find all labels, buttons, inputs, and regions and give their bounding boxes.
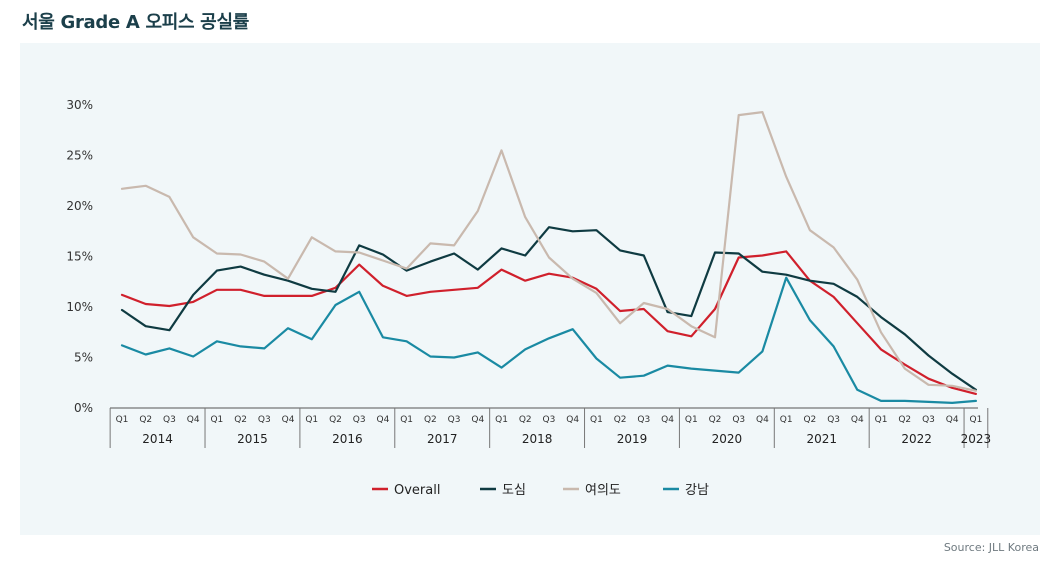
x-quarter-label: Q4: [566, 415, 579, 425]
x-quarter-label: Q3: [543, 415, 556, 425]
y-tick-label: 15%: [66, 250, 93, 264]
y-tick-label: 30%: [66, 98, 93, 112]
x-quarter-label: Q4: [851, 415, 864, 425]
legend-label: 도심: [502, 483, 526, 498]
y-tick-label: 10%: [66, 300, 93, 314]
x-quarter-label: Q4: [756, 415, 769, 425]
series-line-2: [120, 226, 978, 391]
series-line-4: [120, 276, 978, 404]
x-quarter-label: Q1: [116, 415, 129, 425]
x-quarter-label: Q3: [827, 415, 840, 425]
series-line-3: [120, 110, 978, 392]
x-quarter-label: Q4: [377, 415, 390, 425]
x-quarter-label: Q1: [495, 415, 508, 425]
x-quarter-label: Q4: [471, 415, 484, 425]
x-year-label: 2020: [712, 432, 743, 446]
x-quarter-label: Q3: [732, 415, 745, 425]
x-quarter-label: Q2: [803, 415, 816, 425]
x-year-label: 2023: [961, 432, 992, 446]
x-quarter-label: Q3: [448, 415, 461, 425]
legend-label: Overall: [394, 483, 440, 498]
x-quarter-label: Q3: [163, 415, 176, 425]
legend-label: 강남: [685, 483, 709, 498]
x-quarter-label: Q2: [898, 415, 911, 425]
legend-label: 여의도: [585, 483, 621, 498]
x-year-label: 2015: [237, 432, 268, 446]
x-year-label: 2021: [806, 432, 837, 446]
y-tick-label: 5%: [74, 351, 93, 365]
x-quarter-label: Q2: [234, 415, 247, 425]
x-quarter-label: Q2: [424, 415, 437, 425]
x-year-label: 2019: [617, 432, 648, 446]
x-quarter-label: Q4: [946, 415, 959, 425]
x-quarter-label: Q2: [139, 415, 152, 425]
x-quarter-label: Q3: [258, 415, 271, 425]
source-note: Source: JLL Korea: [943, 541, 1039, 554]
line-chart: 0% 5% 10% 15% 20% 25% 30% Q1 Q2 Q3 Q4 Q1 Q2 Q3 Q4 Q1 Q2 Q…: [66, 98, 992, 498]
x-year-label: 2017: [427, 432, 458, 446]
x-quarter-label: Q3: [353, 415, 366, 425]
x-quarter-label: Q4: [187, 415, 200, 425]
chart-panel: [20, 43, 1040, 535]
x-quarter-label: Q4: [661, 415, 674, 425]
y-tick-label: 20%: [66, 199, 93, 213]
x-quarter-label: Q1: [210, 415, 223, 425]
x-year-label: 2016: [332, 432, 363, 446]
x-year-label: 2018: [522, 432, 553, 446]
x-quarter-label: Q1: [875, 415, 888, 425]
series-line-1: [120, 250, 978, 395]
x-quarter-label: Q2: [614, 415, 627, 425]
x-quarter-label: Q4: [282, 415, 295, 425]
x-quarter-label: Q3: [922, 415, 935, 425]
chart-title: 서울 Grade A 오피스 공실률: [22, 12, 249, 33]
y-tick-label: 25%: [66, 149, 93, 163]
x-quarter-label: Q3: [637, 415, 650, 425]
x-quarter-label: Q1: [970, 415, 983, 425]
x-quarter-label: Q2: [519, 415, 532, 425]
x-quarter-label: Q2: [329, 415, 342, 425]
x-quarter-label: Q2: [709, 415, 722, 425]
x-quarter-label: Q1: [305, 415, 318, 425]
x-quarter-label: Q1: [780, 415, 793, 425]
x-quarter-label: Q1: [685, 415, 698, 425]
x-quarter-label: Q1: [400, 415, 413, 425]
x-year-label: 2022: [901, 432, 932, 446]
y-tick-label: 0%: [74, 401, 93, 415]
x-quarter-label: Q1: [590, 415, 603, 425]
x-year-label: 2014: [142, 432, 173, 446]
